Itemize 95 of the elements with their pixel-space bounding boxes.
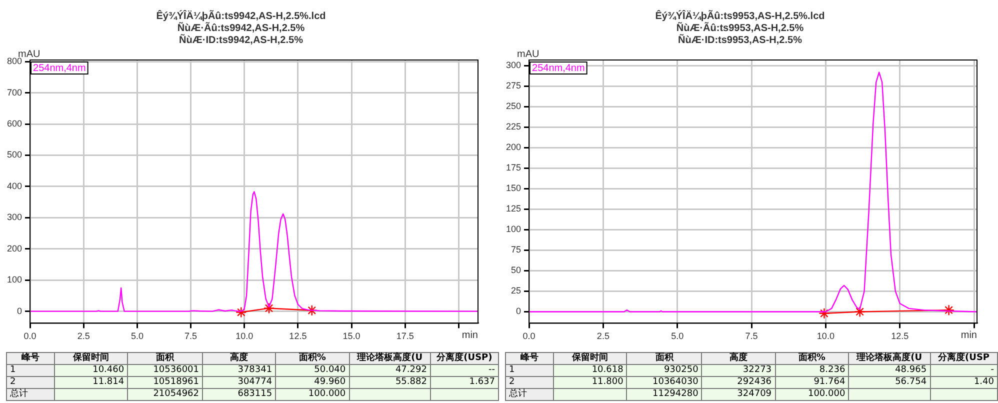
y-tick-label: 100 [506, 224, 522, 234]
text: 254nm,4nm [532, 62, 585, 74]
y-tick-label: 175 [506, 162, 522, 173]
text: 11294280 [626, 388, 702, 400]
y-tick-label: 150 [506, 183, 522, 194]
chart-subtitle: ÑùÆ·Ãû:ts9953,AS-H,2.5% ÑùÆ·ID:ts9953,AS-H,2.5% [676, 22, 804, 46]
x-tick-label: 5.0 [671, 331, 684, 342]
y-tick-label: 0 [17, 306, 22, 316]
x-tick-label: 12.5 [891, 331, 909, 342]
x-tick-label: 7.5 [184, 331, 198, 342]
text: 1 [6, 364, 54, 376]
text: 100.000 [775, 388, 849, 400]
text: 683115 [202, 388, 276, 400]
text: 1 [506, 364, 554, 376]
y-tick-label: 600 [6, 118, 22, 128]
text: 55.882 [349, 376, 430, 388]
y-tick-label: 800 [6, 56, 22, 66]
text: 总计 [6, 388, 54, 400]
text: 48.965 [848, 364, 930, 376]
y-tick-label: 125 [506, 204, 522, 214]
text: 91.764 [775, 376, 849, 388]
x-tick-label: 7.5 [745, 331, 758, 342]
y-tick-label: 200 [6, 243, 22, 254]
y-tick-label: 250 [506, 101, 522, 112]
x-tick-label: 10.0 [236, 331, 254, 342]
y-tick-label: 0 [516, 306, 522, 316]
x-tick-label: 17.5 [396, 331, 414, 342]
text: 1.40 [930, 376, 998, 388]
text: 保留时间 [553, 352, 627, 364]
y-tick-label: 700 [6, 87, 22, 98]
text: 32273 [702, 364, 776, 376]
text: 面积% [775, 352, 849, 364]
text: 1.637 [430, 376, 498, 388]
x-tick-label: 5.0 [130, 331, 144, 342]
text: 56.754 [848, 376, 930, 388]
y-tick-label: 75 [511, 244, 522, 255]
y-tick-label: 500 [6, 150, 22, 160]
y-tick-label: 275 [506, 80, 522, 91]
chart-title: Êý¾ÝÎÄ¼þÃû:ts9942,AS-H,2.5%.lcd [156, 10, 326, 22]
text: 100.000 [276, 388, 350, 400]
text: 10.618 [553, 364, 627, 376]
text: 10364030 [626, 376, 702, 388]
text: - [930, 364, 998, 376]
text: 高度 [702, 352, 776, 364]
text: 面积% [276, 352, 350, 364]
chart-subtitle: ÑùÆ·Ãû:ts9942,AS-H,2.5% ÑùÆ·ID:ts9942,AS-H,2.5% [177, 22, 305, 46]
text: 峰号 [6, 352, 54, 364]
x-tick-label: 2.5 [596, 331, 610, 342]
text: 21054962 [128, 388, 202, 400]
x-tick-label: 15.0 [342, 331, 360, 342]
x-tick-label: 0.0 [24, 331, 36, 342]
text: 324709 [702, 388, 776, 400]
x-tick-label: 10.0 [816, 331, 834, 342]
text: 2 [506, 376, 554, 388]
text: 理论塔板高度(U [349, 352, 430, 364]
text: 11.814 [54, 376, 128, 388]
text: 10518961 [128, 376, 202, 388]
y-tick-label: 300 [6, 212, 22, 222]
y-tick-label: 50 [511, 265, 522, 276]
text: 304774 [202, 376, 276, 388]
text: 峰号 [506, 352, 554, 364]
text: -- [430, 364, 498, 376]
text: 11.800 [553, 376, 627, 388]
x-tick-label: 0.0 [522, 331, 536, 342]
text: 930250 [626, 364, 702, 376]
x-axis-title: min [462, 330, 478, 341]
y-tick-label: 300 [506, 60, 522, 70]
chart-title: Êý¾ÝÎÄ¼þÃû:ts9953,AS-H,2.5%.lcd [655, 10, 825, 22]
y-tick-label: 25 [511, 286, 522, 296]
text: 8.236 [775, 364, 849, 376]
text: 378341 [202, 364, 276, 376]
text: 分离度(USP) [430, 352, 498, 364]
text: 面积 [626, 352, 702, 364]
text: 49.960 [276, 376, 350, 388]
y-tick-label: 100 [6, 274, 22, 285]
text: 50.040 [276, 364, 350, 376]
text: 47.292 [349, 364, 430, 376]
y-tick-label: 225 [506, 122, 522, 132]
text: 2 [6, 376, 54, 388]
text: 分离度(USP [930, 352, 998, 364]
x-tick-label: 2.5 [77, 331, 90, 342]
text: 292436 [702, 376, 776, 388]
text: 高度 [202, 352, 276, 364]
y-tick-label: 400 [6, 180, 22, 191]
text: 面积 [128, 352, 202, 364]
x-tick-label: 12.5 [289, 331, 307, 342]
text: 254nm,4nm [33, 62, 86, 74]
y-axis-title: mAU [517, 48, 540, 60]
y-tick-label: 200 [506, 142, 522, 152]
text: 10.460 [54, 364, 128, 376]
text: 10536001 [128, 364, 202, 376]
x-axis-title: min [960, 330, 977, 341]
text: 总计 [506, 388, 554, 400]
text: 保留时间 [54, 352, 128, 364]
text: 理论塔板高度(U [848, 352, 930, 364]
